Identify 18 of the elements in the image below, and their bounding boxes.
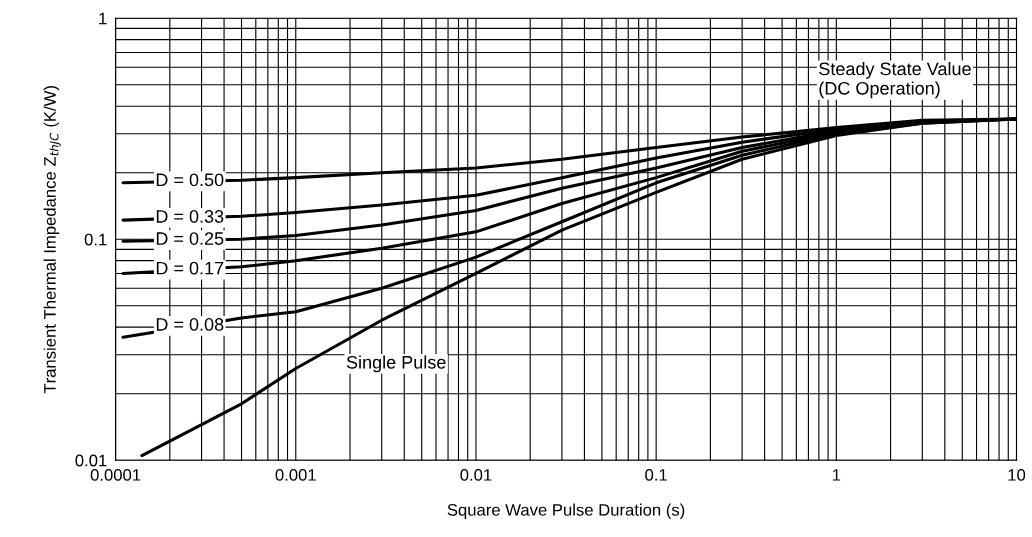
series-label: D = 0.50 [156, 173, 224, 187]
x-tick-label: 0.0001 [90, 468, 141, 481]
x-tick-label: 0.01 [460, 468, 492, 481]
x-axis-title: Square Wave Pulse Duration (s) [447, 503, 685, 520]
series-label: Single Pulse [346, 355, 446, 373]
x-tick-label: 1 [832, 469, 841, 481]
y-tick-label: 1 [99, 12, 107, 25]
annotation: Steady State Value (DC Operation) [819, 61, 971, 99]
x-tick-label: 0.1 [645, 468, 667, 481]
series-label: D = 0.17 [156, 261, 224, 275]
x-tick-label: 0.001 [275, 468, 316, 481]
series-label: D = 0.08 [156, 318, 224, 331]
y-tick-label: 0.01 [75, 454, 107, 467]
series-label: D = 0.25 [156, 232, 224, 245]
y-axis-title: Transient Thermal Impedance Z$_{thJC}$ (K/W) [43, 86, 61, 394]
x-tick-label: 10 [1008, 468, 1026, 481]
series-label: D = 0.33 [156, 210, 224, 223]
y-tick-label: 0.1 [84, 233, 107, 246]
